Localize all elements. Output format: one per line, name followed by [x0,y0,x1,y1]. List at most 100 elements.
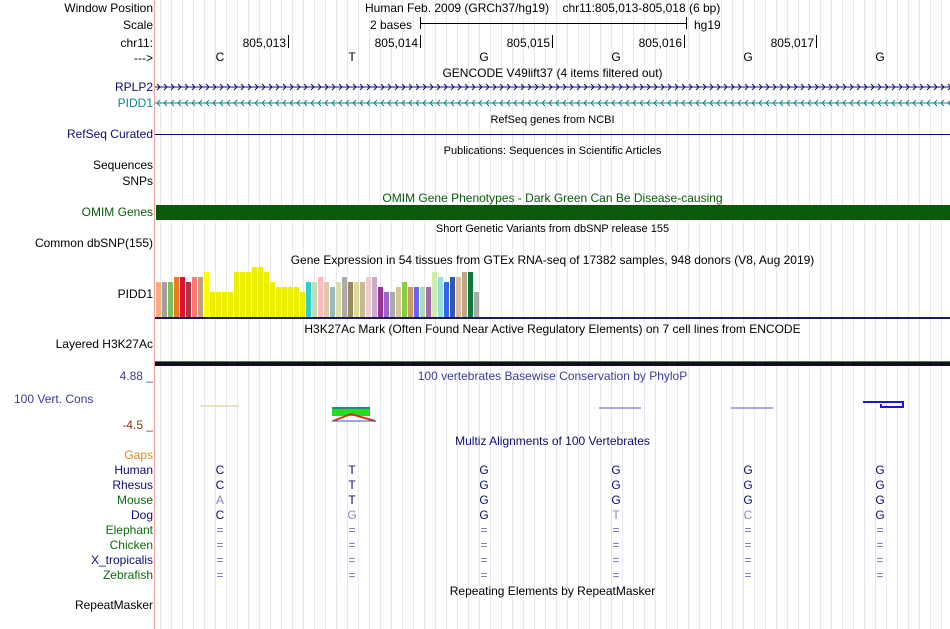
gtex-tissue-bar[interactable] [372,277,377,317]
multiz-base: = [216,538,224,552]
gtex-tissue-bar[interactable] [402,282,407,317]
multiz-species-label[interactable]: Rhesus [112,478,153,492]
gtex-tissue-bar[interactable] [264,272,269,317]
repeatmasker-label[interactable]: RepeatMasker [74,598,153,612]
gtex-tissue-bar[interactable] [474,292,479,317]
multiz-species-label[interactable]: Chicken [109,538,153,552]
gtex-tissue-bar[interactable] [432,272,437,317]
gtex-tissue-bar[interactable] [240,272,245,317]
refseq-gene-line[interactable] [155,134,950,135]
gtex-tissue-bar[interactable] [312,282,317,317]
gtex-tissue-bar[interactable] [468,272,473,317]
phylop-plot[interactable] [155,396,950,426]
coordinate-tick-mark [684,35,685,48]
gtex-tissue-bar[interactable] [162,282,167,317]
h3k27ac-title: H3K27Ac Mark (Often Found Near Active Re… [304,322,801,336]
gencode-title: GENCODE V49lift37 (4 items filtered out) [442,66,663,80]
multiz-base: G [875,508,885,522]
gtex-tissue-bar[interactable] [444,282,449,317]
gtex-tissue-bar[interactable] [306,282,311,317]
coordinate-tick-mark [816,35,817,48]
gtex-tissue-bar[interactable] [234,272,239,317]
multiz-species-label[interactable]: Human [114,463,153,477]
phylop-label[interactable]: 100 Vert. Cons [14,392,94,406]
gtex-tissue-bar[interactable] [438,277,443,317]
gtex-tissue-bar[interactable] [396,287,401,317]
omim-gene-bar[interactable] [156,205,950,220]
gtex-tissue-bar[interactable] [420,287,425,317]
gtex-tissue-bar[interactable] [180,277,185,317]
gtex-tissue-bar[interactable] [330,287,335,317]
scale-db: hg19 [694,18,721,32]
gtex-tissue-bar[interactable] [456,277,461,317]
coordinate-tick: 805,017 [770,36,814,50]
dbsnp-label[interactable]: Common dbSNP(155) [34,236,153,250]
gtex-tissue-bar[interactable] [360,282,365,317]
gtex-tissue-bar[interactable] [252,267,257,317]
multiz-base: C [215,463,225,477]
gtex-tissue-bar[interactable] [168,282,173,317]
gtex-tissue-bar[interactable] [354,282,359,317]
gtex-tissue-bar[interactable] [324,282,329,317]
coordinate-tick-mark [552,35,553,48]
gtex-tissue-bar[interactable] [426,287,431,317]
gtex-title: Gene Expression in 54 tissues from GTEx … [290,253,815,267]
gtex-tissue-bar[interactable] [270,282,275,317]
gtex-tissue-bar[interactable] [174,277,179,317]
gtex-tissue-bar[interactable] [300,292,305,317]
gtex-tissue-bar[interactable] [348,282,353,317]
gtex-tissue-bar[interactable] [450,277,455,317]
multiz-species-label[interactable]: Elephant [105,523,153,537]
gtex-tissue-bar[interactable] [186,282,191,317]
gtex-tissue-bar[interactable] [318,277,323,317]
gencode-gene-rplp2-label[interactable]: RPLP2 [114,80,153,94]
multiz-base: = [876,523,884,537]
gtex-tissue-bar[interactable] [156,282,161,317]
gtex-tissue-bar[interactable] [228,292,233,317]
gaps-label[interactable]: Gaps [124,448,153,462]
multiz-base: = [348,523,356,537]
gtex-tissue-bar[interactable] [198,277,203,317]
gtex-tissue-bar[interactable] [408,287,413,317]
window-position-value[interactable]: Human Feb. 2009 (GRCh37/hg19) chr11:805,… [365,1,721,15]
multiz-species-label[interactable]: Dog [130,508,153,522]
gtex-tissue-bar[interactable] [336,282,341,317]
gtex-tissue-bar[interactable] [390,292,395,317]
h3k27ac-label[interactable]: Layered H3K27Ac [55,337,153,351]
multiz-base: G [743,463,753,477]
gtex-tissue-bar[interactable] [378,287,383,317]
gtex-tissue-bar[interactable] [210,292,215,317]
gtex-tissue-bar[interactable] [246,272,251,317]
multiz-base: = [216,553,224,567]
h3k27ac-signal[interactable] [155,361,950,366]
gtex-tissue-bar[interactable] [288,287,293,317]
gencode-gene-pidd1-label[interactable]: PIDD1 [117,96,153,110]
gtex-tissue-bar[interactable] [414,287,419,317]
gtex-tissue-bar[interactable] [462,272,467,317]
repeatmasker-title: Repeating Elements by RepeatMasker [449,584,656,598]
refseq-label[interactable]: RefSeq Curated [66,127,153,141]
gtex-tissue-bar[interactable] [366,277,371,317]
multiz-base: T [348,463,356,477]
sequences-label[interactable]: Sequences [92,158,153,172]
multiz-base: G [611,493,621,507]
multiz-base: T [348,478,356,492]
gtex-tissue-bar[interactable] [294,287,299,317]
gtex-tissue-bar[interactable] [342,277,347,317]
gtex-tissue-bar[interactable] [282,287,287,317]
gtex-tissue-bar[interactable] [222,292,227,317]
multiz-species-label[interactable]: X_tropicalis [90,553,153,567]
snps-label[interactable]: SNPs [122,174,153,188]
gtex-tissue-bar[interactable] [216,292,221,317]
multiz-species-label[interactable]: Mouse [116,493,153,507]
gtex-tissue-bar[interactable] [192,277,197,317]
gtex-gene-label[interactable]: PIDD1 [117,287,153,301]
omim-label[interactable]: OMIM Genes [81,205,153,219]
gtex-tissue-bar[interactable] [204,272,209,317]
phylop-min: -4.5 _ [122,418,153,432]
multiz-species-label[interactable]: Zebrafish [102,568,153,582]
gtex-tissue-bar[interactable] [276,287,281,317]
gencode-gene-lines[interactable] [155,80,950,110]
gtex-tissue-bar[interactable] [384,292,389,317]
gtex-tissue-bar[interactable] [258,267,263,317]
